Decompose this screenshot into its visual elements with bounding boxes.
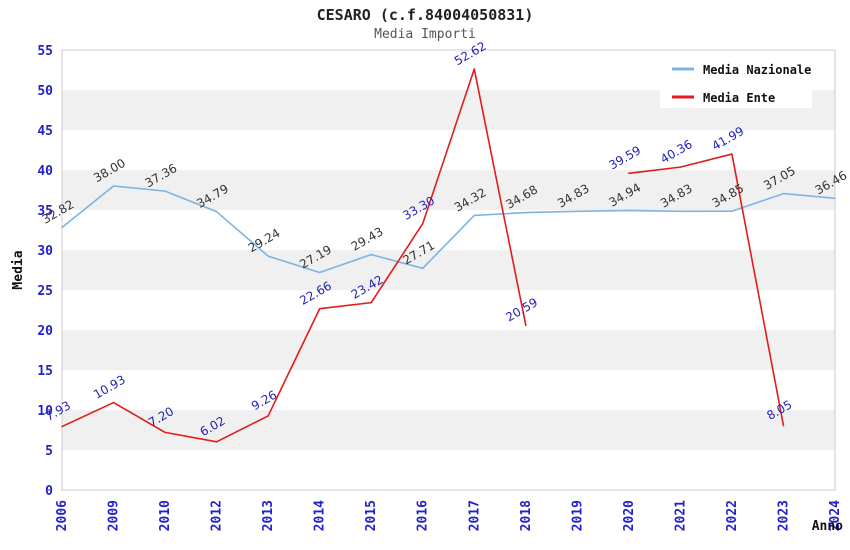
x-tick-label: 2010 — [158, 500, 173, 531]
x-tick-label: 2013 — [261, 500, 276, 531]
legend-label-media-nazionale: Media Nazionale — [703, 63, 811, 77]
series-line-media-ente — [628, 153, 785, 427]
grid-band — [62, 290, 835, 330]
y-tick-label: 40 — [37, 164, 53, 179]
series-line-media-ente — [61, 68, 527, 443]
grid-band — [62, 210, 835, 250]
x-tick-label: 2018 — [519, 500, 534, 531]
y-tick-label: 15 — [37, 364, 53, 379]
legend-box — [660, 52, 812, 108]
x-tick-label: 2023 — [776, 500, 791, 531]
y-axis-title: Media — [11, 250, 26, 289]
x-tick-label: 2015 — [364, 500, 379, 531]
plot-border — [61, 49, 836, 491]
y-axis-ticks: 0 5 10 15 20 25 30 35 40 45 50 55 — [37, 44, 53, 499]
y-tick-label: 25 — [37, 284, 53, 299]
x-tick-label: 2009 — [107, 500, 122, 531]
y-tick-label: 50 — [37, 84, 53, 99]
y-tick-label: 20 — [37, 324, 53, 339]
y-tick-label: 0 — [45, 484, 53, 499]
x-axis-title: Anno — [812, 519, 843, 534]
grid-band — [62, 410, 835, 450]
grid-band — [62, 250, 835, 290]
grid-band — [62, 170, 835, 210]
series-line-media-nazionale — [61, 185, 836, 274]
x-tick-label: 2022 — [725, 500, 740, 531]
x-tick-label: 2017 — [467, 500, 482, 531]
grid-band — [62, 370, 835, 410]
y-tick-label: 45 — [37, 124, 53, 139]
grid-band — [62, 130, 835, 170]
series-lines — [61, 68, 836, 443]
x-tick-label: 2021 — [673, 500, 688, 531]
y-tick-label: 35 — [37, 204, 53, 219]
x-axis-ticks: 2006 2009 2010 2012 2013 2014 2015 2016 2017 2018… — [55, 500, 843, 531]
x-tick-label: 2019 — [570, 500, 585, 531]
legend: Media Nazionale Media Ente — [660, 52, 812, 108]
grid-band — [62, 330, 835, 370]
y-tick-label: 5 — [45, 444, 53, 459]
x-tick-label: 2024 — [828, 500, 843, 531]
chart-subtitle: Media Importi — [374, 27, 476, 42]
x-tick-label: 2006 — [55, 500, 70, 531]
x-tick-label: 2012 — [210, 500, 225, 531]
y-tick-label: 55 — [37, 44, 53, 59]
legend-label-media-ente: Media Ente — [703, 91, 775, 105]
x-tick-label: 2020 — [622, 500, 637, 531]
x-tick-label: 2014 — [313, 500, 328, 531]
grid-band — [62, 450, 835, 490]
x-tick-label: 2016 — [416, 500, 431, 531]
plot-bands — [62, 50, 835, 490]
chart-title: CESARO (c.f.84004050831) — [317, 6, 534, 24]
y-tick-label: 10 — [37, 404, 53, 419]
y-tick-label: 30 — [37, 244, 53, 259]
